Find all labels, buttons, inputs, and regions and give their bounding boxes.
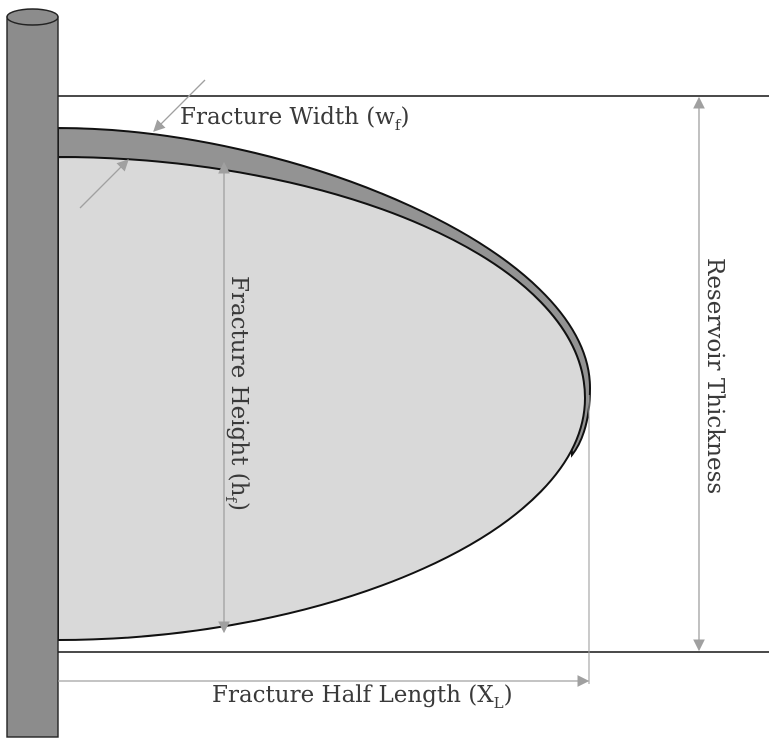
fracture-width-arrow-outer bbox=[153, 79, 206, 132]
wellbore bbox=[6, 8, 59, 738]
fracture-width-arrow-inner bbox=[79, 159, 129, 209]
fracture-height-label: Fracture Height (hf) bbox=[222, 276, 252, 511]
fracture-half-length-label: Fracture Half Length (XL) bbox=[212, 682, 513, 712]
fracture-width-label: Fracture Width (wf) bbox=[180, 104, 409, 134]
fracture-face bbox=[57, 155, 587, 642]
reservoir-thickness-label: Reservoir Thickness bbox=[702, 258, 728, 494]
